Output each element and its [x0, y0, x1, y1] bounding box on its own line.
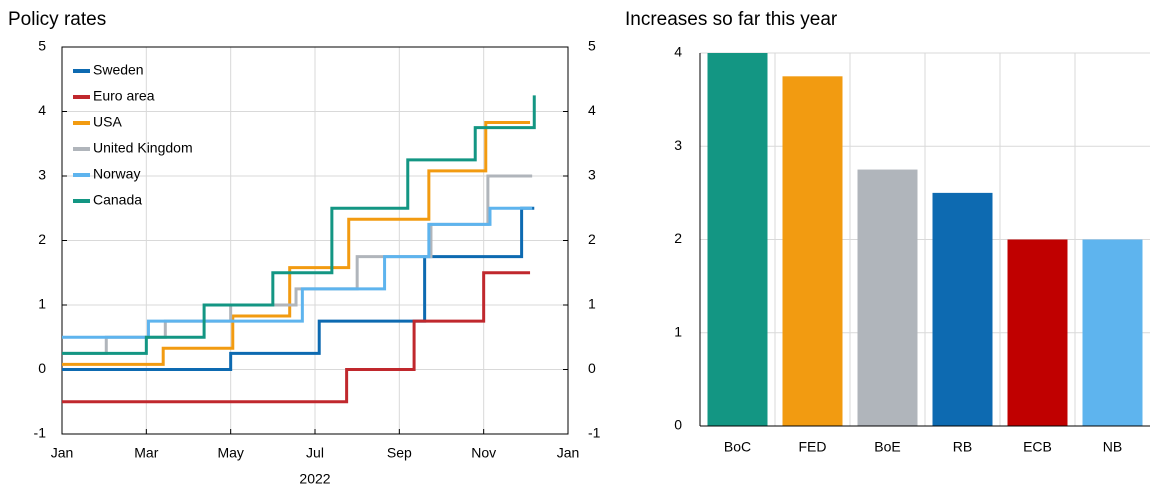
- bar: [1007, 239, 1068, 426]
- bar: [857, 169, 918, 426]
- x-tick-label: ECB: [1023, 439, 1052, 455]
- x-tick-label: BoE: [874, 439, 900, 455]
- step-line: [62, 120, 531, 366]
- y-tick-label: 1: [38, 296, 46, 312]
- x-tick-label: Nov: [471, 445, 496, 461]
- bar: [1082, 239, 1143, 426]
- y-tick-label: 5: [38, 38, 46, 54]
- step-line: [62, 271, 531, 404]
- legend-label: Sweden: [93, 62, 144, 78]
- legend-label: Euro area: [93, 88, 155, 104]
- x-tick-label: Jan: [51, 445, 74, 461]
- x-tick-label: Sep: [387, 445, 412, 461]
- x-tick-label: Jan: [557, 445, 580, 461]
- chart-title: Increases so far this year: [625, 9, 838, 30]
- step-line: [62, 95, 536, 355]
- bar: [932, 192, 993, 426]
- y-tick-label: -1: [34, 425, 47, 441]
- x-tick-label: May: [217, 445, 243, 461]
- x-tick-label: NB: [1103, 439, 1122, 455]
- x-axis-label: 2022: [299, 471, 330, 487]
- x-tick-label: Mar: [134, 445, 158, 461]
- y-tick-label: 2: [38, 231, 46, 247]
- y2-tick-label: 2: [588, 231, 596, 247]
- y-tick-label: 4: [38, 102, 46, 118]
- y2-tick-label: 1: [588, 296, 596, 312]
- y-tick-label: 4: [674, 44, 682, 60]
- legend-label: Norway: [93, 166, 140, 182]
- y-tick-label: 0: [674, 417, 682, 433]
- step-line: [62, 206, 535, 371]
- y-tick-label: 0: [38, 360, 46, 376]
- chart-title: Policy rates: [8, 9, 106, 30]
- y2-tick-label: 3: [588, 167, 596, 183]
- y2-tick-label: 0: [588, 360, 596, 376]
- y2-tick-label: -1: [588, 425, 601, 441]
- x-tick-label: FED: [799, 439, 827, 455]
- x-tick-label: BoC: [724, 439, 751, 455]
- legend-label: United Kingdom: [93, 140, 193, 156]
- y-tick-label: 3: [674, 137, 682, 153]
- y2-tick-label: 4: [588, 102, 596, 118]
- legend-label: USA: [93, 114, 122, 130]
- legend-label: Canada: [93, 192, 142, 208]
- bar: [707, 53, 768, 426]
- y-tick-label: 3: [38, 167, 46, 183]
- bar: [782, 76, 843, 426]
- step-line: [62, 206, 533, 339]
- plot-frame: [61, 46, 569, 435]
- y2-tick-label: 5: [588, 38, 596, 54]
- x-tick-label: RB: [953, 439, 972, 455]
- x-tick-label: Jul: [306, 445, 324, 461]
- y-tick-label: 2: [674, 230, 682, 246]
- y-tick-label: 1: [674, 323, 682, 339]
